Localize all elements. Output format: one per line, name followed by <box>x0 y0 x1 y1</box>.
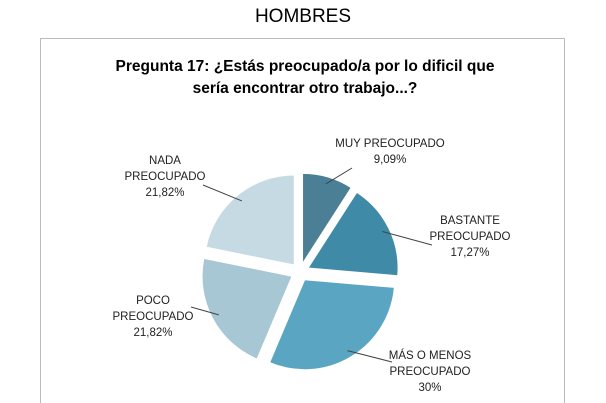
pie-slice <box>205 174 295 266</box>
slice-label-name: POCO PREOCUPADO <box>112 295 194 323</box>
slice-label-name: NADA PREOCUPADO <box>124 155 206 183</box>
pie-slice <box>268 279 395 371</box>
slice-label: MÁS O MENOS PREOCUPADO 30% <box>375 348 485 396</box>
slice-label: MUY PREOCUPADO 9,09% <box>335 136 445 168</box>
chart-frame <box>40 38 565 403</box>
heading: HOMBRES <box>254 6 352 27</box>
leader-line <box>325 167 353 185</box>
slice-label-name: BASTANTE PREOCUPADO <box>429 215 511 243</box>
chart-title: Pregunta 17: ¿Estás preocupado/a por lo … <box>115 58 495 97</box>
slice-label-value: 21,82% <box>145 187 185 199</box>
slice-label-name: MUY PREOCUPADO <box>335 138 445 150</box>
pie-slice <box>307 191 399 277</box>
slice-label-name: MÁS O MENOS PREOCUPADO <box>388 350 472 378</box>
slice-label: NADA PREOCUPADO 21,82% <box>110 153 220 201</box>
slice-label-value: 17,27% <box>450 247 490 259</box>
slice-label: BASTANTE PREOCUPADO 17,27% <box>415 213 525 261</box>
pie-slice <box>302 172 352 266</box>
leader-line <box>347 350 393 363</box>
slice-label-value: 30% <box>418 382 442 394</box>
leader-line <box>190 306 219 316</box>
leader-line <box>382 231 433 246</box>
pie-slice <box>201 257 293 360</box>
slice-label: POCO PREOCUPADO 21,82% <box>98 293 208 341</box>
slice-label-value: 21,82% <box>133 327 173 339</box>
slice-label-value: 9,09% <box>373 154 407 166</box>
leader-line <box>202 184 243 202</box>
